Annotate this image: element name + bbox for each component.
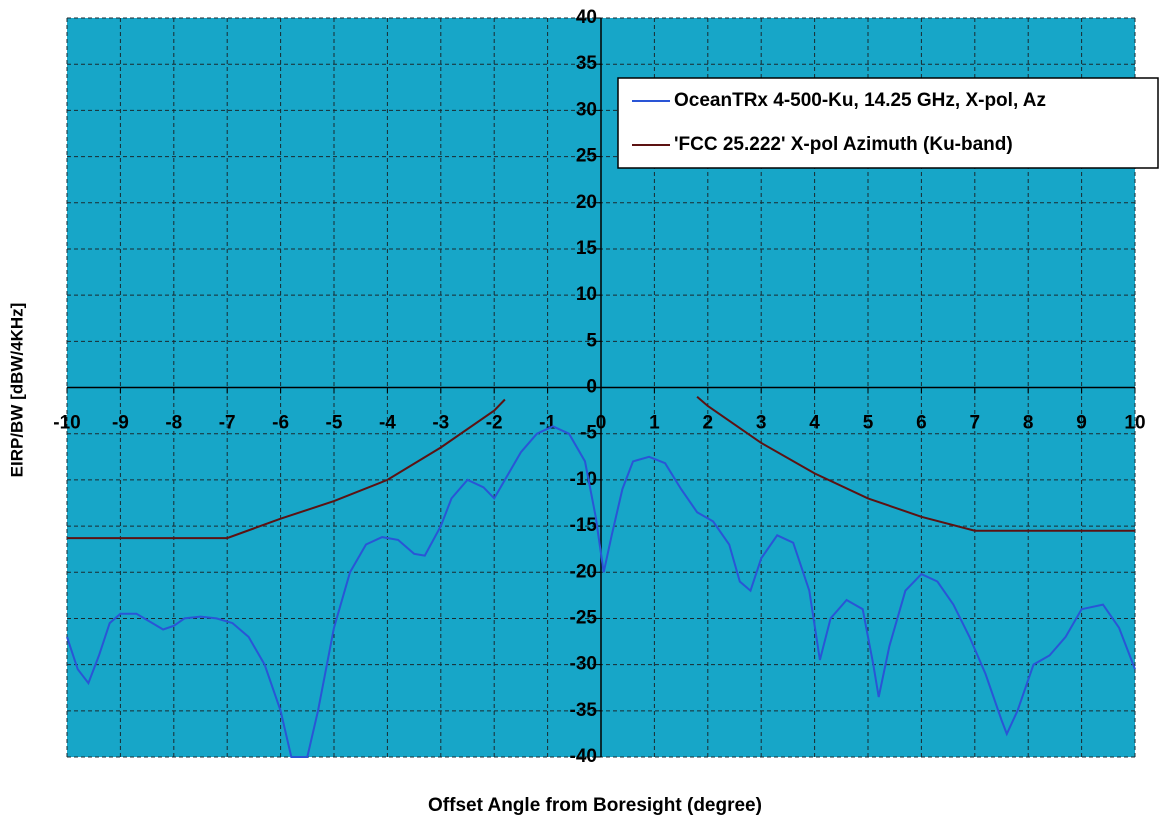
y-axis-title: EIRP/BW [dBW/4KHz] bbox=[7, 303, 26, 478]
legend-label: 'FCC 25.222' X-pol Azimuth (Ku-band) bbox=[674, 134, 1013, 155]
y-tick-label: -5 bbox=[580, 423, 597, 444]
legend-label: OceanTRx 4-500-Ku, 14.25 GHz, X-pol, Az bbox=[674, 90, 1046, 111]
x-tick-label: 9 bbox=[1076, 413, 1087, 434]
x-tick-label: -7 bbox=[219, 413, 236, 434]
y-tick-label: -15 bbox=[570, 515, 598, 536]
y-tick-label: -40 bbox=[570, 746, 597, 767]
y-tick-label: -25 bbox=[570, 607, 598, 628]
series-line bbox=[66, 425, 1136, 758]
y-tick-label: 15 bbox=[576, 238, 598, 259]
y-tick-label: 35 bbox=[576, 53, 598, 74]
x-tick-label: 7 bbox=[970, 413, 981, 434]
x-tick-label: -2 bbox=[486, 413, 503, 434]
y-tick-label: -30 bbox=[570, 654, 597, 675]
x-tick-label: 1 bbox=[649, 413, 660, 434]
x-tick-label: 3 bbox=[756, 413, 767, 434]
x-axis-title: Offset Angle from Boresight (degree) bbox=[428, 795, 762, 816]
y-tick-label: -10 bbox=[570, 469, 597, 490]
y-tick-label: -20 bbox=[570, 561, 597, 582]
x-tick-label: -6 bbox=[272, 413, 289, 434]
y-tick-label: 25 bbox=[576, 146, 598, 167]
x-tick-label: -1 bbox=[539, 413, 556, 434]
x-tick-label: -3 bbox=[432, 413, 449, 434]
x-tick-label: 2 bbox=[703, 413, 714, 434]
legend bbox=[617, 77, 1159, 169]
y-tick-label: 40 bbox=[576, 7, 597, 28]
series-line bbox=[67, 395, 1135, 540]
x-tick-label: -8 bbox=[165, 413, 182, 434]
x-tick-label: 5 bbox=[863, 413, 874, 434]
x-tick-label: -10 bbox=[53, 413, 80, 434]
x-tick-label: 4 bbox=[809, 413, 820, 434]
y-tick-label: 20 bbox=[576, 192, 597, 213]
x-tick-label: 6 bbox=[916, 413, 927, 434]
x-tick-label: -9 bbox=[112, 413, 129, 434]
x-tick-label: -4 bbox=[379, 413, 396, 434]
y-tick-label: 5 bbox=[586, 330, 597, 351]
y-tick-label: 10 bbox=[576, 284, 597, 305]
y-tick-label: 30 bbox=[576, 99, 597, 120]
y-tick-label: -35 bbox=[570, 700, 598, 721]
x-tick-label: 10 bbox=[1124, 413, 1145, 434]
x-tick-label: -5 bbox=[326, 413, 343, 434]
x-tick-label: 8 bbox=[1023, 413, 1034, 434]
